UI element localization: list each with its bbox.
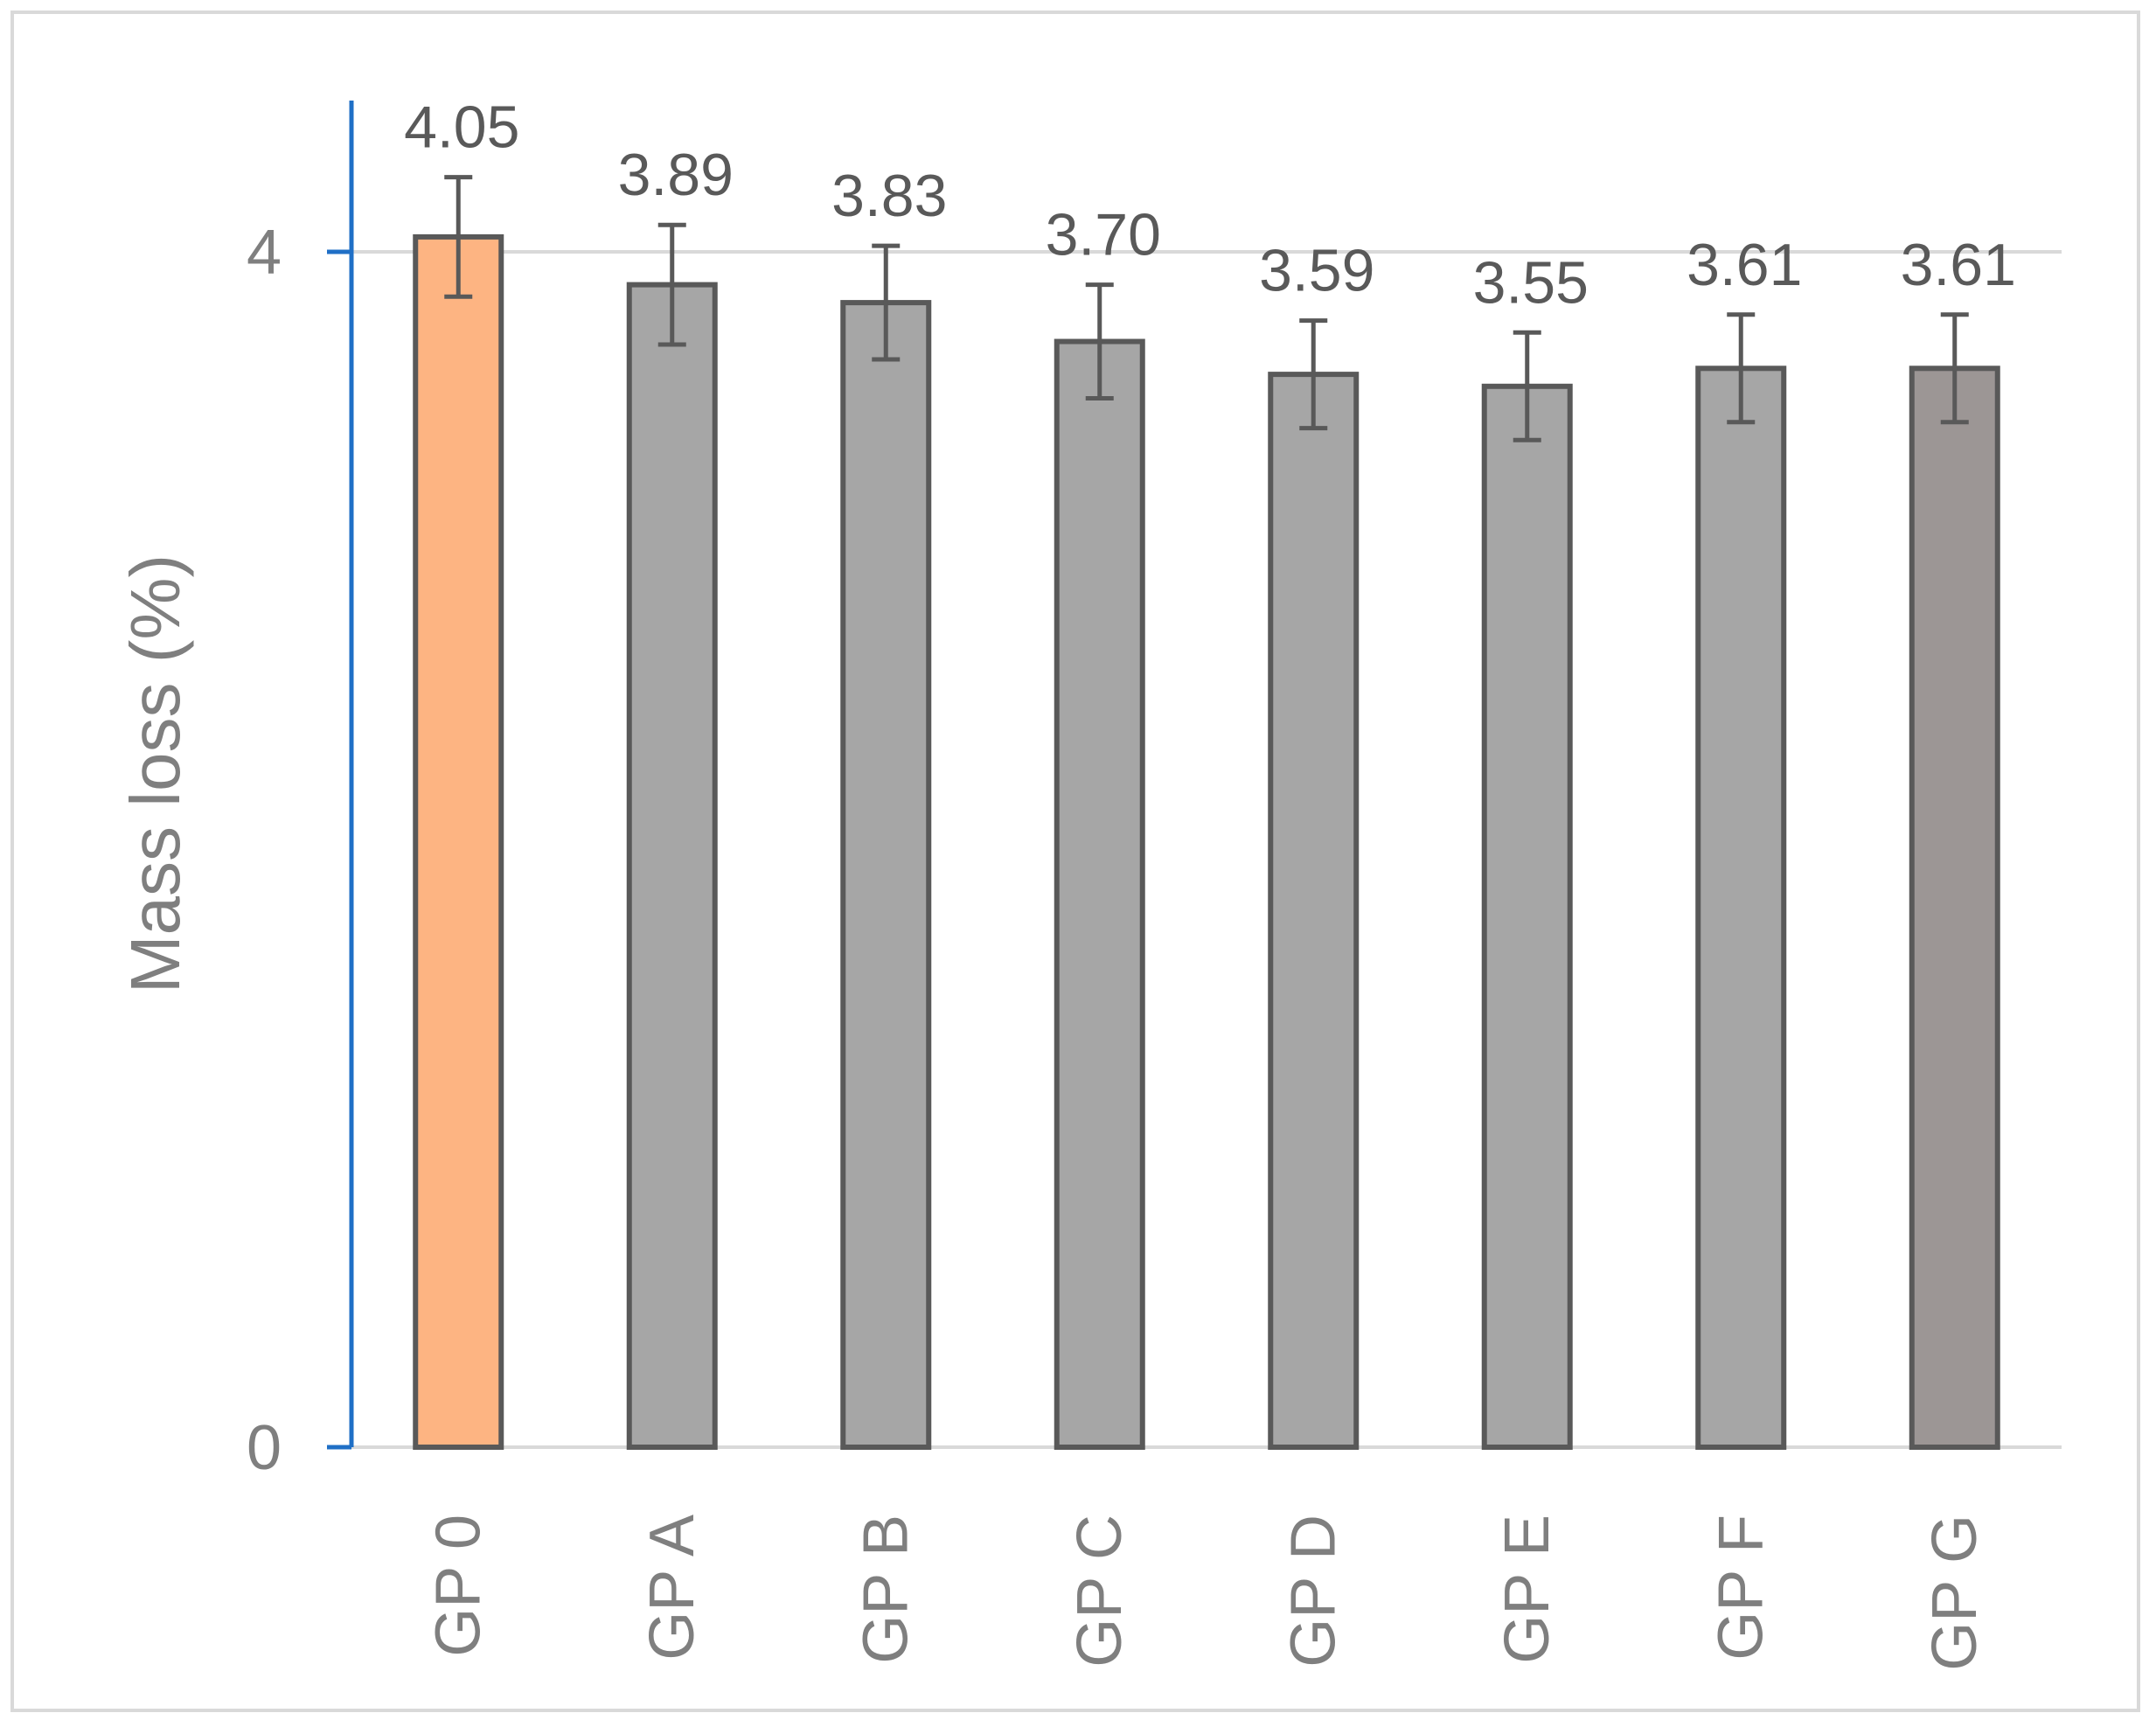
data-label-gp-0: 4.05 [404,94,519,161]
bar-gp-f [1695,366,1787,1451]
data-labels: 4.05 3.89 3.83 3.70 3.59 3.55 3.61 3.61 [404,94,2016,317]
category-labels: GP 0 GP A GP B GP C GP D GP E GP F GP G [423,1515,1990,1671]
error-bar-gp-a [657,222,686,347]
category-label-gp-a: GP A [637,1515,707,1661]
category-label-gp-f: GP F [1706,1515,1776,1661]
category-label-gp-0: GP 0 [423,1515,493,1657]
error-bar-gp-b [872,243,901,362]
error-bar-gp-g [1940,312,1969,425]
error-bar-gp-c [1085,282,1114,400]
bar-gp-g [1909,366,2000,1451]
bar-gp-0 [413,233,504,1451]
bar-gp-b [840,300,932,1450]
error-bar-gp-e [1513,330,1541,442]
error-bars [444,175,1969,442]
data-label-gp-d: 3.59 [1259,238,1374,304]
data-label-gp-e: 3.55 [1473,249,1589,316]
y-axis-title: Mass loss (%) [116,554,194,993]
y-axis [327,101,354,1450]
y-tick-label-4: 4 [247,218,282,288]
bar-gp-a [626,282,718,1450]
bars [413,233,2000,1451]
category-label-gp-d: GP D [1278,1515,1348,1668]
error-bar-gp-f [1727,312,1756,425]
category-label-gp-e: GP E [1492,1515,1562,1664]
data-label-gp-g: 3.61 [1901,232,2016,298]
bar-gp-e [1481,383,1573,1451]
category-label-gp-g: GP G [1920,1515,1990,1671]
data-label-gp-f: 3.61 [1687,232,1802,298]
error-bar-gp-0 [444,175,473,299]
category-label-gp-c: GP C [1065,1515,1135,1668]
y-tick-labels: 04 [247,218,282,1483]
error-bar-gp-d [1299,318,1328,431]
y-tick-label-0: 0 [247,1413,282,1483]
data-label-gp-c: 3.70 [1046,202,1161,268]
data-label-gp-a: 3.89 [618,142,734,208]
data-label-gp-b: 3.83 [831,163,947,229]
bar-gp-c [1054,338,1145,1450]
bar-gp-d [1268,372,1360,1450]
category-label-gp-b: GP B [851,1515,921,1664]
